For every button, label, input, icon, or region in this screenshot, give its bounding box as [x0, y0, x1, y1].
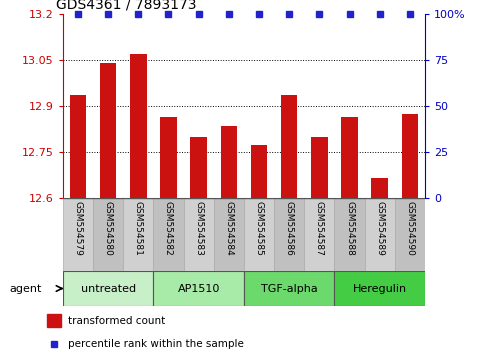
Bar [395, 198, 425, 271]
Text: GSM554589: GSM554589 [375, 201, 384, 256]
Bar [402, 114, 418, 198]
Text: transformed count: transformed count [68, 316, 166, 326]
Bar [341, 117, 358, 198]
Bar [221, 126, 237, 198]
Bar [154, 271, 244, 306]
Text: Heregulin: Heregulin [353, 284, 407, 293]
Bar [274, 198, 304, 271]
Text: AP1510: AP1510 [177, 284, 220, 293]
Bar [244, 271, 334, 306]
Bar [334, 271, 425, 306]
Text: percentile rank within the sample: percentile rank within the sample [68, 339, 244, 349]
Bar [160, 117, 177, 198]
Bar [123, 198, 154, 271]
Bar [304, 198, 334, 271]
Text: GSM554583: GSM554583 [194, 201, 203, 256]
Text: GSM554581: GSM554581 [134, 201, 143, 256]
Text: GDS4361 / 7893173: GDS4361 / 7893173 [56, 0, 196, 12]
Bar [334, 198, 365, 271]
Bar [47, 314, 61, 327]
Bar [190, 137, 207, 198]
Text: GSM554579: GSM554579 [73, 201, 83, 256]
Text: GSM554588: GSM554588 [345, 201, 354, 256]
Bar [281, 96, 298, 198]
Bar [365, 198, 395, 271]
Text: GSM554586: GSM554586 [284, 201, 294, 256]
Bar [213, 198, 244, 271]
Bar [63, 198, 93, 271]
Text: GSM554582: GSM554582 [164, 201, 173, 256]
Bar [154, 198, 184, 271]
Bar [93, 198, 123, 271]
Bar [244, 198, 274, 271]
Bar [251, 144, 267, 198]
Text: GSM554580: GSM554580 [103, 201, 113, 256]
Text: GSM554590: GSM554590 [405, 201, 414, 256]
Bar [371, 178, 388, 198]
Bar [70, 96, 86, 198]
Text: GSM554585: GSM554585 [255, 201, 264, 256]
Text: GSM554587: GSM554587 [315, 201, 324, 256]
Bar [184, 198, 213, 271]
Bar [130, 54, 146, 198]
Text: agent: agent [10, 284, 42, 293]
Text: GSM554584: GSM554584 [224, 201, 233, 256]
Bar [100, 63, 116, 198]
Bar [311, 137, 327, 198]
Text: TGF-alpha: TGF-alpha [261, 284, 317, 293]
Bar [63, 271, 154, 306]
Text: untreated: untreated [81, 284, 136, 293]
